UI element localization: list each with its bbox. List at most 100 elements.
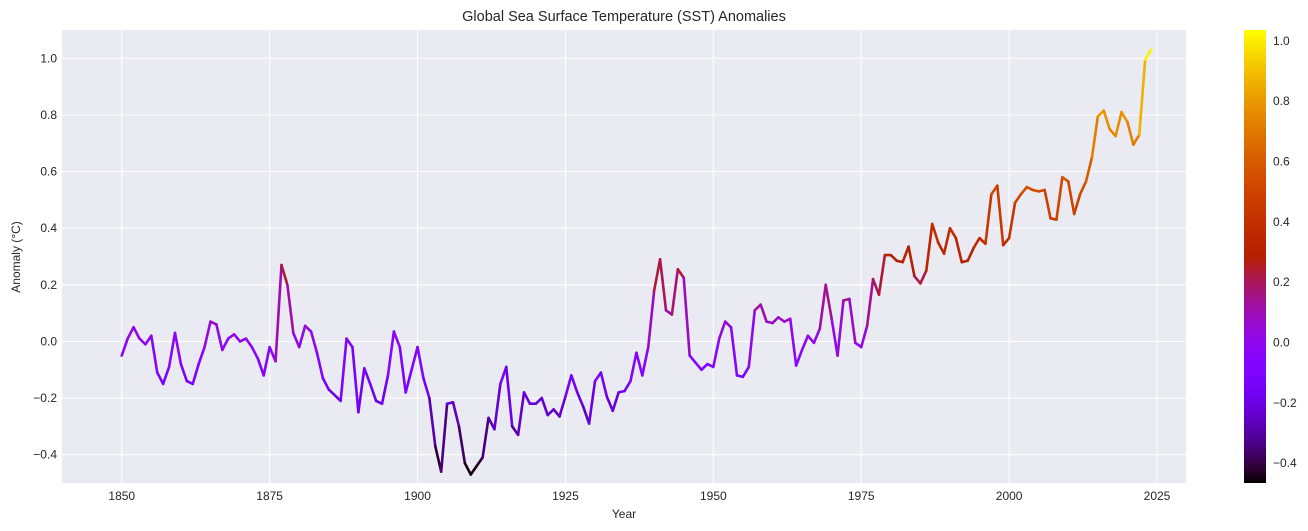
line-segment [1055,175,1064,221]
line-segment [439,402,449,473]
colorbar-tick-label: 1.0 [1273,34,1290,48]
line-segment [203,320,212,349]
colorbar-tick-label: 0.4 [1273,215,1290,229]
line-segment [587,379,597,425]
line-segment [848,297,857,345]
line-segment [256,357,266,377]
y-tick-label: 0.6 [40,165,57,179]
line-segment [504,365,514,428]
line-segment [1078,180,1088,196]
line-segment [422,376,431,400]
line-segment [641,345,650,377]
line-segment [132,325,141,340]
line-segment [901,245,910,264]
line-segment [558,395,567,418]
line-segment [398,345,408,394]
line-segment [457,425,467,465]
x-tick-label: 1925 [552,489,579,503]
line-segment [581,405,591,425]
line-segment [173,331,183,366]
line-segment [1066,180,1076,216]
line-segment [1114,110,1123,138]
line-segment [339,337,348,403]
line-segment [670,267,680,316]
line-segment [493,382,502,431]
line-segment [936,241,946,255]
line-segment [463,461,473,476]
line-segment [919,269,928,285]
line-segment [676,267,686,280]
line-segment [972,236,981,250]
line-segment [516,391,526,437]
line-segment [806,334,816,345]
line-segment [1084,156,1094,183]
line-segment [635,351,644,377]
line-segment [948,226,958,240]
line-segment [327,388,337,397]
line-segment [812,327,822,345]
y-tick-label: 0.4 [40,221,57,235]
line-segment [658,258,668,312]
colorbar-tick-label: 0.6 [1273,154,1290,168]
line-segment [1013,192,1023,205]
line-segment [303,324,313,333]
line-segment [871,277,881,297]
line-segment [522,391,532,406]
line-segment [321,376,331,391]
y-tick-label: 0.0 [40,334,57,348]
line-segment [315,351,325,380]
line-segment [741,365,751,379]
line-segment [759,303,768,323]
line-segment [824,283,833,321]
line-segment [280,263,289,287]
x-axis-ticks: 1850 1875 1900 1925 1950 1975 2000 2025 [108,489,1170,503]
line-segment [416,345,425,380]
line-segment [1007,201,1017,240]
line-segment [380,374,390,406]
line-segment [481,416,490,459]
line-segment [794,348,804,367]
colorbar-tick-label: −0.2 [1273,396,1297,410]
line-segment [688,354,697,364]
x-tick-label: 1900 [404,489,431,503]
line-segment [297,324,307,349]
line-segment [309,330,319,355]
x-tick-label: 1850 [108,489,135,503]
line-segment [629,351,638,383]
line-segment [836,299,845,357]
line-segment [599,371,609,398]
line-segment [1043,188,1052,220]
line-segment [700,362,709,372]
y-tick-label: −0.2 [33,391,57,405]
line-segment [1102,109,1111,131]
line-segment [889,253,899,263]
line-segment [830,317,839,357]
line-segment [564,374,573,398]
line-segment [410,345,419,372]
x-tick-label: 2000 [996,489,1023,503]
x-tick-label: 1975 [848,489,875,503]
line-segment [954,236,964,264]
x-tick-label: 2025 [1144,489,1171,503]
line-segment [1137,58,1147,137]
plot-area [62,30,1186,483]
line-segment [120,337,129,357]
line-segment [575,391,585,408]
line-segment [984,192,993,246]
line-segment [292,331,301,349]
colorbar [1244,30,1266,483]
line-segment [966,246,975,263]
line-segment [930,222,940,244]
line-segment [771,316,780,325]
line-segment [404,368,413,394]
line-segment [1090,115,1100,159]
line-segment [942,226,952,255]
line-segment [368,382,378,403]
line-segment [712,337,721,369]
line-segment [859,324,869,349]
line-segment [717,320,727,340]
line-segment [924,222,934,272]
line-segment [351,345,360,414]
line-segment [818,283,828,330]
line-segment [1126,120,1135,146]
